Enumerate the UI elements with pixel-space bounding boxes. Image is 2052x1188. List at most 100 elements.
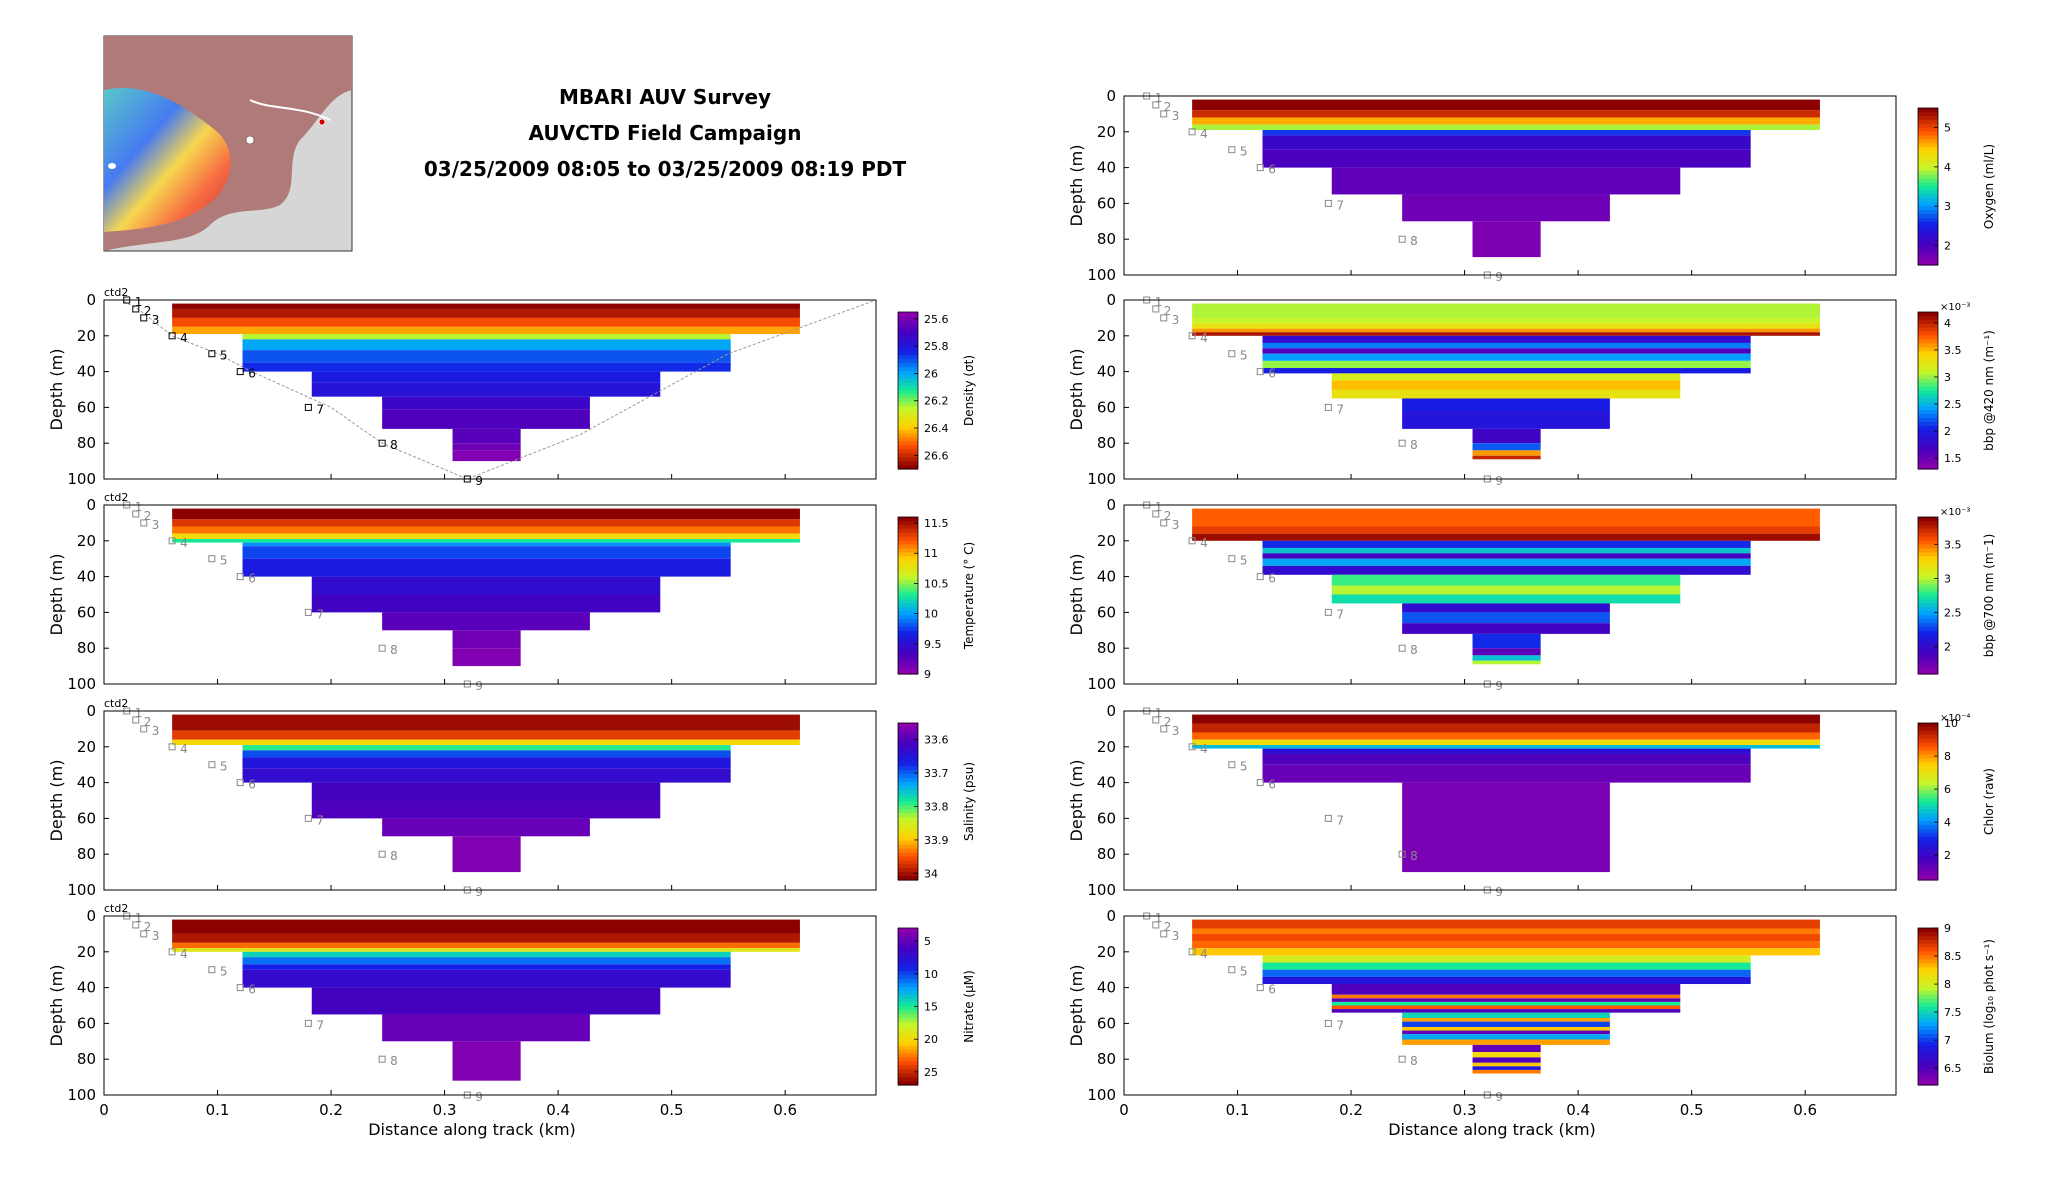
colorbar-segment <box>898 343 918 348</box>
colorbar-segment <box>898 327 918 333</box>
colorbar-tick-label: 25 <box>924 1066 938 1079</box>
station-label: 4 <box>1200 331 1208 345</box>
y-tick-label: 100 <box>67 470 96 488</box>
data-layer <box>1331 1009 1681 1013</box>
data-layer <box>172 303 800 309</box>
colorbar-segment <box>1918 449 1938 454</box>
colorbar-segment <box>898 955 918 960</box>
station-label: 8 <box>1410 234 1418 248</box>
colorbar-segment <box>1918 524 1938 530</box>
y-axis-label: Depth (m) <box>1067 554 1086 636</box>
data-layer <box>1472 1069 1541 1074</box>
colorbar-segment <box>898 1033 918 1039</box>
colorbar-tick-label: 15 <box>924 1001 938 1014</box>
station-marker <box>1398 1055 1406 1063</box>
y-tick-label: 60 <box>77 809 96 827</box>
colorbar-segment <box>898 872 918 877</box>
colorbar-segment <box>1918 544 1938 549</box>
colorbar-segment <box>1918 410 1938 415</box>
title-line-2: AUVCTD Field Campaign <box>529 121 802 145</box>
colorbar-segment <box>1918 359 1938 364</box>
colorbar-segment <box>1918 186 1938 192</box>
colorbar-segment <box>898 465 918 470</box>
colorbar-segment <box>898 1002 918 1008</box>
colorbar-segment <box>898 742 918 748</box>
station-marker <box>304 403 312 411</box>
colorbar-tick-label: 5 <box>924 935 931 948</box>
colorbar-segment <box>1918 723 1938 728</box>
colorbar-segment <box>1918 1037 1938 1043</box>
colorbar-segment <box>898 939 918 945</box>
colorbar-segment <box>1918 770 1938 775</box>
colorbar-segment <box>1918 564 1938 569</box>
colorbar-segment <box>1918 202 1938 207</box>
station-marker <box>208 350 216 358</box>
data-layer <box>1402 194 1610 222</box>
station-marker <box>208 966 216 974</box>
y-tick-label: 60 <box>77 1014 96 1032</box>
data-layer <box>382 818 590 837</box>
colorbar-segment <box>898 809 918 814</box>
colorbar-segment <box>898 746 918 752</box>
data-layer <box>242 350 731 363</box>
colorbar-label: Nitrate (μM) <box>962 970 976 1043</box>
y-tick-label: 40 <box>1097 568 1116 586</box>
data-layer <box>311 800 661 819</box>
colorbar-segment <box>898 359 918 364</box>
colorbar-segment <box>898 852 918 858</box>
data-layer <box>242 957 731 965</box>
colorbar-segment <box>898 374 918 380</box>
colorbar-segment <box>1918 465 1938 470</box>
colorbar-tick-label: 2 <box>1944 425 1951 438</box>
colorbar-segment <box>1918 951 1938 957</box>
title-line-1: MBARI AUV Survey <box>559 85 771 109</box>
colorbar-tick-label: 8.5 <box>1944 950 1962 963</box>
colorbar-segment <box>898 406 918 411</box>
colorbar-segment <box>1918 750 1938 755</box>
y-axis-label: Depth (m) <box>1067 349 1086 431</box>
colorbar-segment <box>1918 630 1938 636</box>
colorbar-segment <box>898 935 918 941</box>
colorbar-segment <box>1918 836 1938 842</box>
colorbar-segment <box>1918 1014 1938 1019</box>
colorbar-tick-label: 3 <box>1944 572 1951 585</box>
colorbar-segment <box>1918 568 1938 573</box>
colorbar-segment <box>898 1049 918 1055</box>
data-layer <box>1402 1034 1610 1040</box>
data-layer <box>311 594 661 613</box>
y-tick-label: 60 <box>77 398 96 416</box>
axes-frame <box>1123 915 1897 1096</box>
station-label: 5 <box>220 349 228 363</box>
colorbar-tick-label: 2 <box>1944 239 1951 252</box>
colorbar-segment <box>1918 650 1938 655</box>
station-label: 5 <box>220 554 228 568</box>
colorbar-tick-label: 33.7 <box>924 767 949 780</box>
data-layer <box>1402 612 1610 624</box>
colorbar-segment <box>1918 994 1938 1000</box>
y-tick-label: 80 <box>1097 434 1116 452</box>
station-marker <box>1324 814 1332 822</box>
colorbar-segment <box>898 449 918 454</box>
data-layer <box>1472 648 1541 656</box>
colorbar-tick-label: 3.5 <box>1944 538 1962 551</box>
colorbar-segment <box>898 726 918 732</box>
y-tick-label: 20 <box>77 738 96 756</box>
colorbar-segment <box>898 1057 918 1063</box>
colorbar-segment <box>898 876 918 881</box>
data-layer <box>1472 655 1541 661</box>
data-layer <box>1262 135 1751 150</box>
colorbar-segment <box>1918 355 1938 360</box>
colorbar-tick-label: 26.4 <box>924 422 949 435</box>
colorbar-segment <box>898 630 918 636</box>
station-label: 9 <box>1495 270 1503 284</box>
colorbar-segment <box>898 335 918 341</box>
colorbar-segment <box>898 1026 918 1031</box>
colorbar-segment <box>898 315 918 321</box>
data-layer <box>1192 919 1820 929</box>
colorbar-segment <box>898 1081 918 1086</box>
colorbar-tick-label: 33.8 <box>924 801 949 814</box>
colorbar-segment <box>1918 856 1938 861</box>
colorbar-segment <box>898 868 918 873</box>
x-axis-label: Distance along track (km) <box>1388 1120 1596 1139</box>
